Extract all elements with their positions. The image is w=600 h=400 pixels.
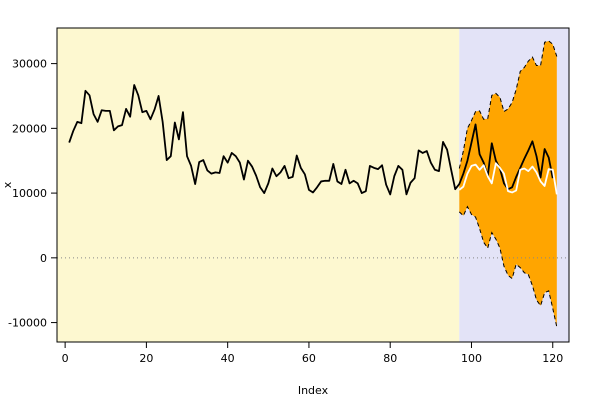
y-tick-label: 30000 [12, 58, 47, 71]
x-tick-label: 60 [302, 352, 316, 365]
x-tick-label: 20 [139, 352, 153, 365]
series-lines [68, 84, 558, 196]
forecast-interval-band [459, 40, 557, 328]
x-axis-title: Index [298, 384, 329, 397]
y-axis-title: x [1, 181, 14, 188]
x-tick-label: 80 [383, 352, 397, 365]
x-axis: 0 20 40 60 80 100 120 [62, 342, 563, 365]
x-tick-label: 120 [542, 352, 563, 365]
x-tick-label: 100 [461, 352, 482, 365]
observed-series-line [68, 84, 554, 196]
lower-bound-line [458, 205, 558, 328]
y-axis: -10000 0 10000 20000 30000 [8, 58, 57, 330]
x-tick-label: 40 [221, 352, 235, 365]
region-history [57, 28, 460, 342]
y-tick-label: 20000 [12, 122, 47, 135]
y-tick-label: -10000 [8, 317, 47, 330]
y-tick-label: 0 [40, 252, 47, 265]
forecast-series-line [458, 162, 558, 195]
forecast-interval [458, 40, 558, 328]
plot-frame [56, 27, 570, 343]
upper-bound-line [458, 40, 558, 169]
x-tick-label: 0 [62, 352, 69, 365]
y-tick-label: 10000 [12, 187, 47, 200]
